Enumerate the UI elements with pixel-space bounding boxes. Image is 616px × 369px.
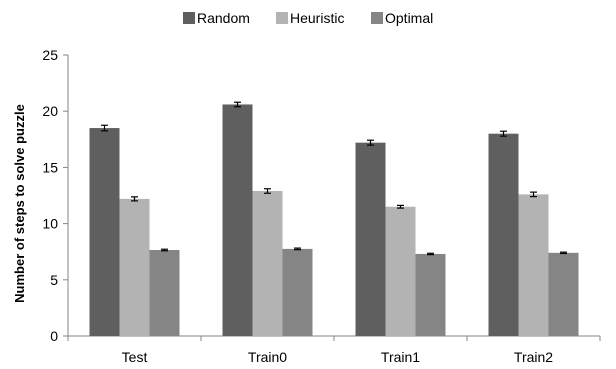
y-tick-label: 25 bbox=[42, 47, 58, 63]
legend-swatch-heuristic bbox=[276, 12, 288, 24]
error-bar bbox=[397, 204, 404, 209]
error-bar bbox=[161, 248, 168, 252]
bar-random-train2 bbox=[488, 133, 519, 336]
error-bar bbox=[131, 196, 138, 202]
bar-random-test bbox=[89, 128, 120, 336]
bar-optimal-train2 bbox=[548, 252, 579, 336]
bar-heuristic-test bbox=[119, 198, 150, 336]
y-tick-label: 15 bbox=[42, 159, 58, 175]
bar-heuristic-train1 bbox=[385, 206, 416, 336]
x-category-label: Test bbox=[122, 349, 148, 365]
error-bar bbox=[264, 188, 271, 194]
error-bar bbox=[294, 247, 301, 251]
error-bar bbox=[367, 139, 374, 146]
error-bar bbox=[500, 130, 507, 137]
bar-optimal-train0 bbox=[282, 248, 313, 336]
x-category-label: Train2 bbox=[514, 349, 553, 365]
bar-heuristic-train2 bbox=[518, 194, 549, 336]
x-axis: Test Train0 Train1 Train2 bbox=[67, 335, 601, 365]
y-axis: 0 5 10 15 20 25 bbox=[42, 47, 69, 344]
y-tick-label: 20 bbox=[42, 103, 58, 119]
legend: Random Heuristic Optimal bbox=[183, 10, 433, 26]
legend-label-heuristic: Heuristic bbox=[290, 10, 344, 26]
bar-optimal-test bbox=[149, 250, 180, 336]
legend-label-optimal: Optimal bbox=[385, 10, 433, 26]
error-bar bbox=[530, 191, 537, 198]
error-bar bbox=[101, 124, 108, 132]
legend-label-random: Random bbox=[197, 10, 250, 26]
y-tick-label: 0 bbox=[50, 328, 58, 344]
bar-heuristic-train0 bbox=[252, 191, 283, 336]
legend-swatch-random bbox=[183, 12, 195, 24]
error-bar bbox=[427, 252, 434, 256]
legend-swatch-optimal bbox=[371, 12, 383, 24]
y-tick-label: 10 bbox=[42, 216, 58, 232]
bars bbox=[89, 101, 579, 337]
y-tick-label: 5 bbox=[50, 272, 58, 288]
error-bar bbox=[560, 251, 567, 255]
bar-optimal-train1 bbox=[415, 253, 446, 336]
x-category-label: Train0 bbox=[248, 349, 287, 365]
error-bar bbox=[234, 101, 241, 108]
y-axis-title: Number of steps to solve puzzle bbox=[12, 104, 27, 303]
x-category-label: Train1 bbox=[381, 349, 420, 365]
bar-random-train1 bbox=[355, 142, 386, 336]
bar-random-train0 bbox=[222, 104, 253, 337]
